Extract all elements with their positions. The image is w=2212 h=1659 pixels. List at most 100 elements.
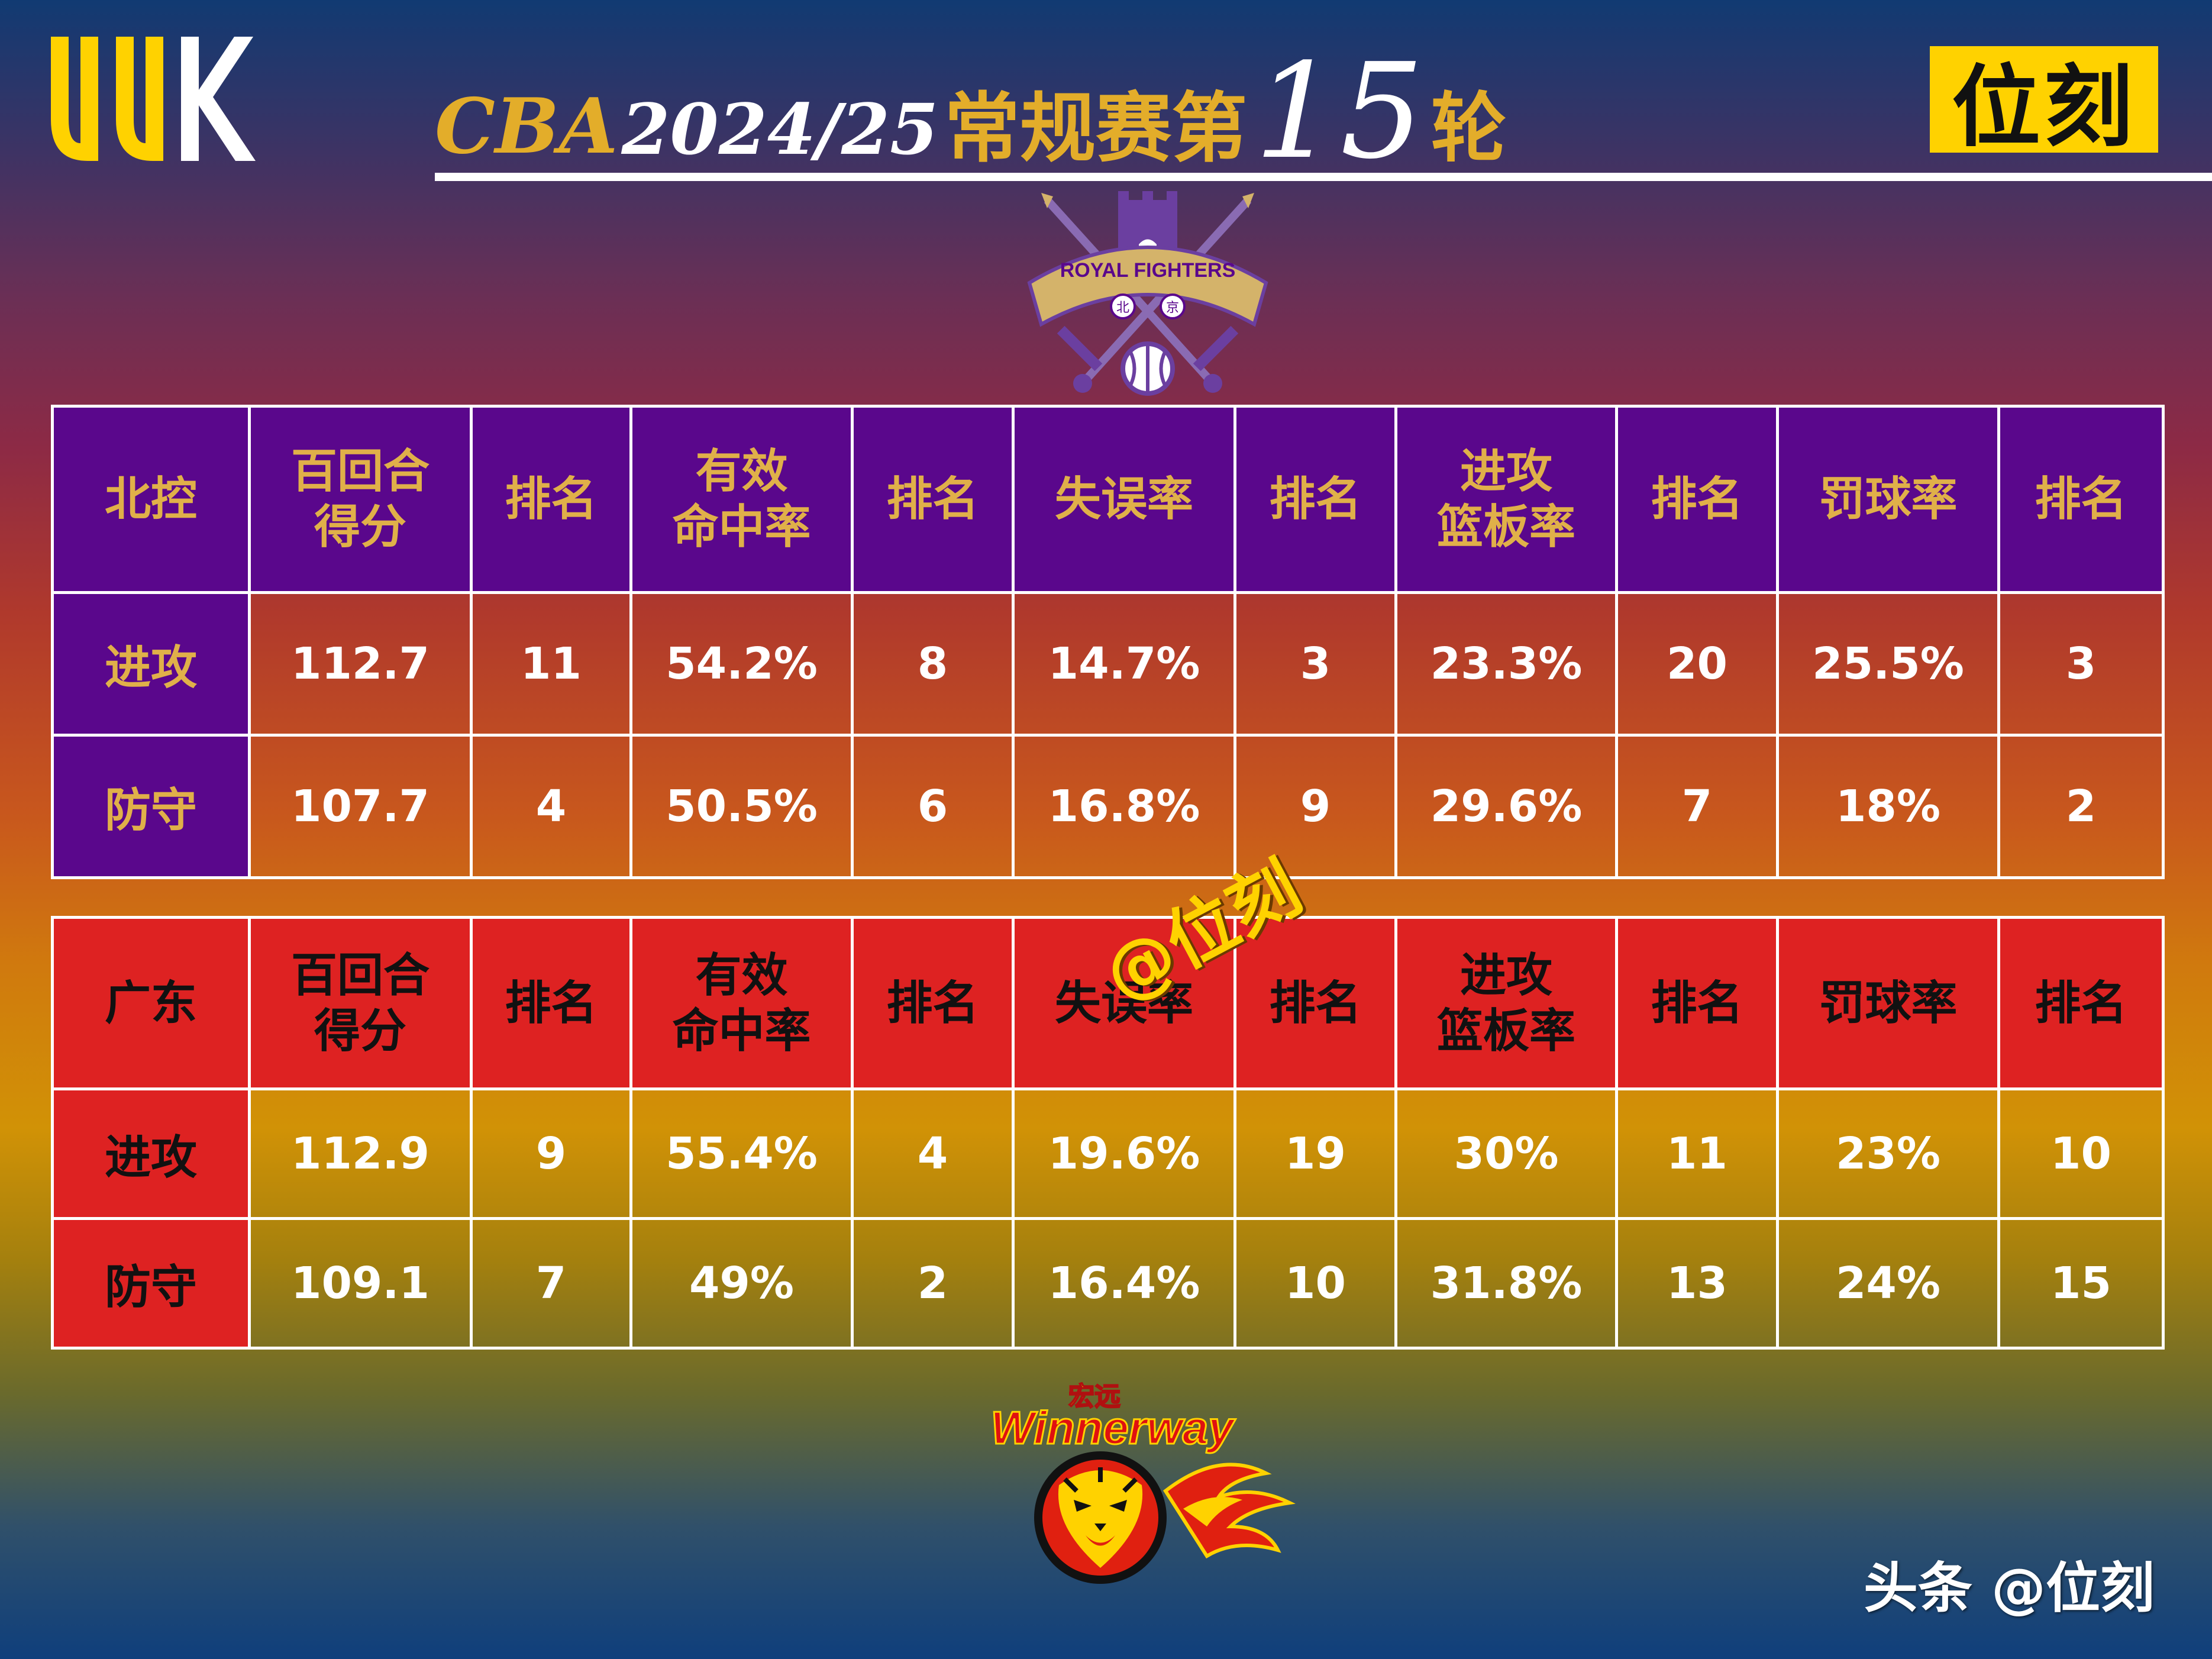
guangdong-team-logo: 宏远 Winnerway <box>970 1379 1302 1586</box>
header-cell: 有效 命中率 <box>629 405 854 594</box>
header-label: 排名 <box>2035 472 2127 527</box>
header-cell: 排名 <box>851 916 1015 1090</box>
header-cell: 百回合 得分 <box>248 916 473 1090</box>
stat-cell: 23.3% <box>1394 591 1618 737</box>
header-cell: 排名 <box>1997 405 2165 594</box>
table-row: 进攻 112.7 11 54.2% 8 14.7% 3 23.3% 20 25.… <box>51 591 2165 737</box>
table-row: 防守 107.7 4 50.5% 6 16.8% 9 29.6% 7 18% 2 <box>51 734 2165 879</box>
row-label-defense: 防守 <box>51 734 251 879</box>
title-cba: CBA <box>435 82 618 171</box>
winnerway-cn-text: 宏远 <box>1068 1382 1120 1412</box>
stat-cell: 8 <box>851 591 1015 737</box>
stat-cell: 14.7% <box>1012 591 1236 737</box>
title-season: 2024/25 <box>621 88 939 170</box>
header-label: 百回合 得分 <box>290 444 430 554</box>
beijing-logo-char-1: 北 <box>1116 301 1129 315</box>
header-label: 百回合 得分 <box>290 948 430 1058</box>
stat-cell: 20 <box>1615 591 1779 737</box>
stat-cell: 16.8% <box>1012 734 1236 879</box>
stat-cell: 54.2% <box>629 591 854 737</box>
header-label: 进攻 篮板率 <box>1436 948 1575 1058</box>
stat-cell: 15 <box>1997 1217 2165 1350</box>
table-row: 防守 109.1 7 49% 2 16.4% 10 31.8% 13 24% 1… <box>51 1217 2165 1350</box>
footer-watermark: 头条 @位刻 <box>1864 1557 2155 1620</box>
title-phase: 常规赛第 <box>944 85 1248 173</box>
header-label: 排名 <box>505 472 598 527</box>
title-unit: 轮 <box>1430 85 1507 173</box>
header-cell: 排名 <box>1233 405 1397 594</box>
header-label: 进攻 篮板率 <box>1436 444 1575 554</box>
stat-cell: 11 <box>470 591 632 737</box>
header-cell: 失误率 <box>1012 405 1236 594</box>
beijing-team-name: 北控 <box>51 405 251 594</box>
stat-cell: 107.7 <box>248 734 473 879</box>
row-label-offense: 进攻 <box>51 1087 251 1220</box>
stat-cell: 55.4% <box>629 1087 854 1220</box>
stat-cell: 7 <box>1615 734 1779 879</box>
stat-cell: 11 <box>1615 1087 1779 1220</box>
stat-cell: 9 <box>470 1087 632 1220</box>
stat-cell: 9 <box>1233 734 1397 879</box>
header-cell: 失误率 <box>1012 916 1236 1090</box>
header-label: 失误率 <box>1054 472 1193 527</box>
header-label: 排名 <box>1651 472 1743 527</box>
stat-cell: 7 <box>470 1217 632 1350</box>
winnerway-en-text: Winnerway <box>990 1402 1236 1454</box>
row-label-offense: 进攻 <box>51 591 251 737</box>
stat-cell: 49% <box>629 1217 854 1350</box>
stat-cell: 4 <box>851 1087 1015 1220</box>
stat-cell: 13 <box>1615 1217 1779 1350</box>
guangdong-stats-table: 广东 百回合 得分 排名 有效 命中率 排名 失误率 排名 进攻 篮板率 排名 … <box>51 916 2165 1350</box>
header-label: 有效 命中率 <box>672 444 811 554</box>
stat-cell: 16.4% <box>1012 1217 1236 1350</box>
stat-cell: 2 <box>851 1217 1015 1350</box>
header-cell: 有效 命中率 <box>629 916 854 1090</box>
header-label: 有效 命中率 <box>672 948 811 1058</box>
header-label: 罚球率 <box>1819 976 1958 1030</box>
table-row: 进攻 112.9 9 55.4% 4 19.6% 19 30% 11 23% 1… <box>51 1087 2165 1220</box>
stat-cell: 19 <box>1233 1087 1397 1220</box>
header-cell: 进攻 篮板率 <box>1394 405 1618 594</box>
stat-cell: 25.5% <box>1776 591 2000 737</box>
header-label: 罚球率 <box>1819 472 1958 527</box>
header-label: 排名 <box>886 472 979 527</box>
stat-cell: 10 <box>1233 1217 1397 1350</box>
stat-cell: 6 <box>851 734 1015 879</box>
beijing-stats-table: 北控 百回合 得分 排名 有效 命中率 排名 失误率 排名 进攻 篮板率 排名 … <box>51 405 2165 879</box>
stat-cell: 29.6% <box>1394 734 1618 879</box>
page-title: CBA 2024/25 常规赛第 15 轮 <box>435 24 1507 177</box>
beijing-logo-char-2: 京 <box>1166 301 1179 315</box>
stat-cell: 3 <box>1997 591 2165 737</box>
beijing-header-row: 北控 百回合 得分 排名 有效 命中率 排名 失误率 排名 进攻 篮板率 排名 … <box>51 405 2165 594</box>
brand-logo: 位刻 <box>1930 46 2158 159</box>
header-cell: 排名 <box>1615 916 1779 1090</box>
stat-cell: 50.5% <box>629 734 854 879</box>
stat-cell: 23% <box>1776 1087 2000 1220</box>
beijing-team-logo: ROYAL FIGHTERS 北 京 <box>1018 188 1278 406</box>
title-divider <box>435 173 2212 181</box>
brand-logo-text: 位刻 <box>1951 56 2136 159</box>
header-cell: 排名 <box>1233 916 1397 1090</box>
header-cell: 排名 <box>470 405 632 594</box>
stat-cell: 3 <box>1233 591 1397 737</box>
header-cell: 进攻 篮板率 <box>1394 916 1618 1090</box>
header-cell: 排名 <box>851 405 1015 594</box>
stat-cell: 4 <box>470 734 632 879</box>
stat-cell: 18% <box>1776 734 2000 879</box>
guangdong-team-name: 广东 <box>51 916 251 1090</box>
header-label: 排名 <box>886 976 979 1030</box>
header-cell: 罚球率 <box>1776 916 2000 1090</box>
header-label: 排名 <box>1269 472 1362 527</box>
stat-cell: 2 <box>1997 734 2165 879</box>
stat-cell: 10 <box>1997 1087 2165 1220</box>
stat-cell: 31.8% <box>1394 1217 1618 1350</box>
stat-cell: 30% <box>1394 1087 1618 1220</box>
header-label: 排名 <box>505 976 598 1030</box>
header-cell: 排名 <box>1997 916 2165 1090</box>
header-cell: 排名 <box>470 916 632 1090</box>
beijing-logo-text: ROYAL FIGHTERS <box>1060 259 1236 282</box>
stat-cell: 24% <box>1776 1217 2000 1350</box>
header-cell: 百回合 得分 <box>248 405 473 594</box>
stat-cell: 19.6% <box>1012 1087 1236 1220</box>
header-cell: 罚球率 <box>1776 405 2000 594</box>
